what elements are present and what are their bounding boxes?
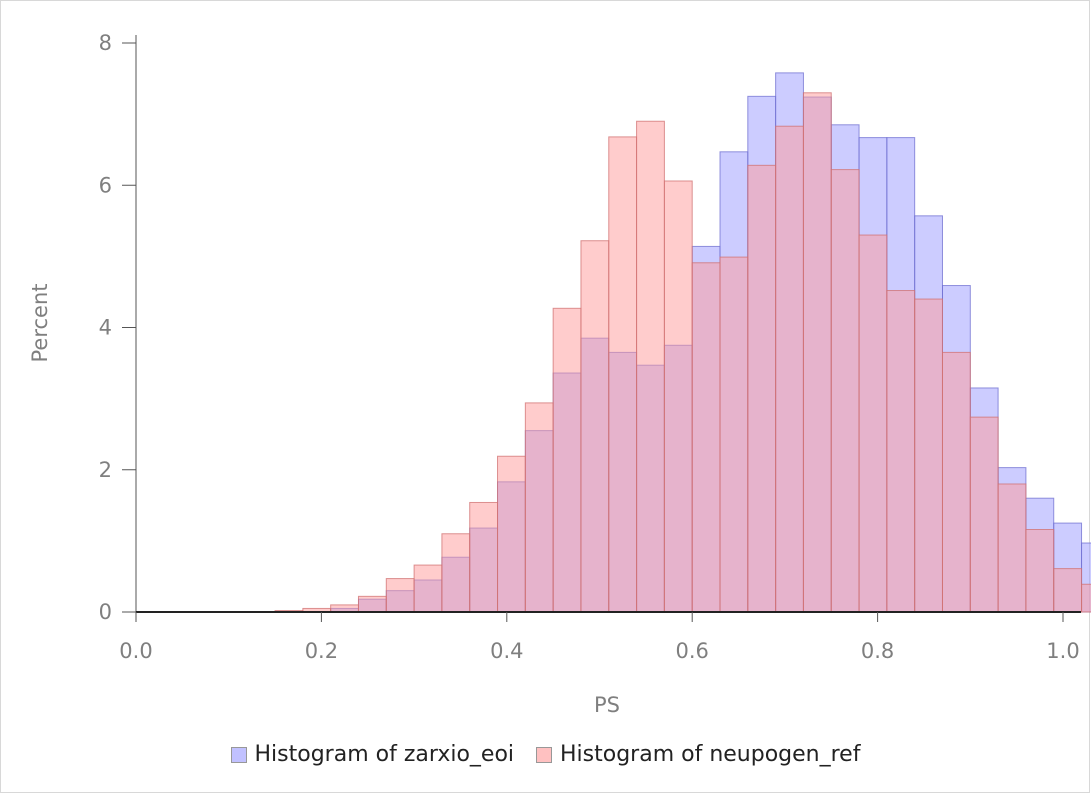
x-tick-label-4: 0.8 — [861, 639, 894, 663]
legend: Histogram of zarxio_eoi Histogram of neu… — [0, 742, 1091, 767]
legend-swatch-neupogen — [536, 746, 553, 763]
bar-neupogen-33 — [1053, 568, 1083, 613]
x-tick-label-2: 0.4 — [490, 639, 523, 663]
x-tick-label-5: 1.0 — [1046, 639, 1079, 663]
bar-neupogen-24 — [802, 92, 832, 613]
x-axis-title: PS — [594, 693, 620, 717]
bar-neupogen-26 — [858, 234, 888, 613]
bar-neupogen-29 — [941, 351, 971, 613]
bar-neupogen-18 — [636, 120, 665, 613]
bar-neupogen-30 — [969, 416, 999, 613]
bar-neupogen-17 — [608, 136, 638, 613]
y-tick-label-4: 8 — [99, 31, 112, 55]
bar-neupogen-31 — [997, 483, 1027, 613]
y-axis-title: Percent — [28, 283, 52, 362]
bar-neupogen-19 — [663, 180, 693, 613]
y-tick-label-2: 4 — [99, 316, 112, 340]
bar-neupogen-13 — [497, 455, 526, 613]
histogram-chart: 0 2 4 6 8 0.0 0.2 0.4 0.6 0.8 1.0 PS Percent — [28, 31, 1091, 717]
bar-neupogen-14 — [524, 402, 554, 613]
legend-label-zarxio: Histogram of zarxio_eoi — [254, 742, 515, 767]
bar-neupogen-34 — [1081, 583, 1091, 613]
y-tick-label-0: 0 — [99, 600, 112, 624]
bar-neupogen-22 — [747, 164, 777, 613]
x-tick-label-3: 0.6 — [675, 639, 708, 663]
legend-item-neupogen[interactable]: Histogram of neupogen_ref — [536, 742, 860, 767]
bar-neupogen-16 — [580, 240, 610, 613]
legend-label-neupogen: Histogram of neupogen_ref — [560, 742, 861, 767]
y-tick-label-3: 6 — [99, 173, 112, 197]
bar-neupogen-11 — [441, 533, 471, 613]
legend-swatch-zarxio — [230, 746, 247, 763]
bar-neupogen-7 — [330, 604, 359, 613]
legend-item-zarxio[interactable]: Histogram of zarxio_eoi — [230, 742, 515, 767]
bar-neupogen-9 — [385, 578, 415, 613]
bar-neupogen-15 — [552, 307, 582, 613]
bar-neupogen-21 — [719, 256, 749, 613]
x-tick-label-1: 0.2 — [305, 639, 338, 663]
bar-neupogen-20 — [691, 262, 721, 613]
bar-neupogen-25 — [830, 169, 860, 613]
bar-neupogen-12 — [469, 501, 499, 613]
bar-neupogen-23 — [775, 125, 804, 613]
bar-neupogen-28 — [914, 298, 943, 613]
series-neupogen-bars — [274, 92, 1091, 613]
bar-neupogen-8 — [357, 595, 387, 613]
axes: 0 2 4 6 8 0.0 0.2 0.4 0.6 0.8 1.0 — [99, 31, 1081, 663]
bar-neupogen-27 — [886, 290, 916, 613]
bar-neupogen-32 — [1025, 529, 1055, 613]
bar-neupogen-10 — [413, 564, 443, 613]
y-tick-label-1: 2 — [99, 458, 112, 482]
x-tick-label-0: 0.0 — [119, 639, 152, 663]
